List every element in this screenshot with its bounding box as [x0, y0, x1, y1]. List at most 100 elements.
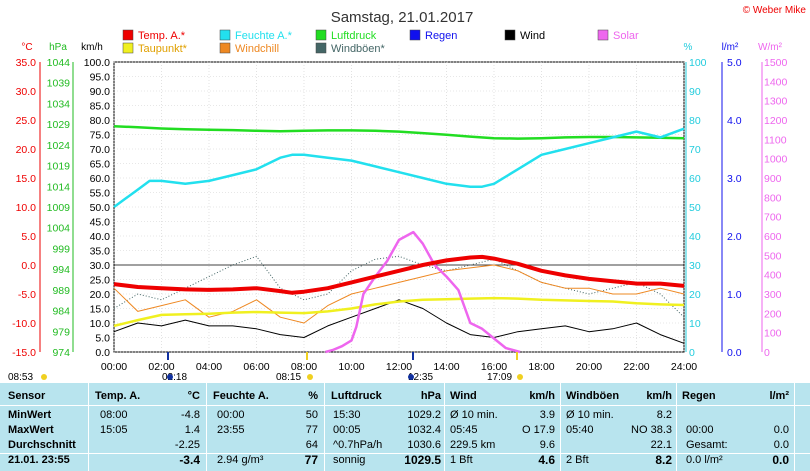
x-tick-label: 08:00 — [291, 361, 317, 373]
table-header-pressure-unit: hPa — [420, 390, 441, 402]
legend-swatch — [122, 29, 134, 41]
event-marker — [517, 374, 523, 380]
series-windben — [113, 255, 685, 318]
series-feuchtea — [113, 127, 685, 209]
wind_kmh-tick-label: 55.0 — [90, 188, 111, 200]
solar_wm2-tick-label: 900 — [764, 173, 782, 185]
humidity_pct-tick-label: 0 — [689, 347, 695, 359]
table-wind-value: 4.6 — [538, 453, 555, 467]
table-row-label: MinWert — [8, 409, 52, 421]
rain_lm2-tick-label: 5.0 — [727, 57, 742, 69]
sun-moon-events: 08:53 02:18 08:15 12:35 17:09 — [8, 352, 523, 383]
table-wind-info: 05:45 — [450, 424, 478, 436]
pressure_hpa-tick-label: 974 — [52, 347, 70, 359]
table-humidity-value: 64 — [305, 439, 318, 451]
table-gust-value: 8.2 — [655, 453, 672, 467]
table-column-separator — [560, 383, 561, 471]
wind_kmh-tick-label: 75.0 — [90, 130, 111, 142]
x-tick-label: 12:00 — [386, 361, 412, 373]
wind_kmh-tick-label: 100.0 — [84, 57, 110, 69]
rain_lm2-tick-label: 1.0 — [727, 289, 742, 301]
table-pressure-time: sonnig — [333, 454, 366, 466]
table-rain-info: 0.0 l/m² — [686, 454, 723, 466]
wind_kmh-tick-label: 25.0 — [90, 275, 111, 287]
legend-swatch — [409, 29, 421, 41]
wind_kmh-tick-label: 10.0 — [90, 318, 111, 330]
table-row-label: MaxWert — [8, 424, 54, 436]
table-header-wind: Wind — [450, 390, 477, 402]
axis-header-rain: l/m² — [722, 42, 739, 53]
table-header-sensor: Sensor — [8, 390, 46, 402]
x-tick-label: 18:00 — [528, 361, 554, 373]
solar_wm2-tick-label: 1000 — [764, 154, 788, 166]
table-humidity-value: 77 — [305, 424, 318, 436]
pressure_hpa-tick-label: 1039 — [47, 78, 71, 90]
temp_c-tick-label: 30.0 — [16, 86, 37, 98]
wind_kmh-tick-label: 30.0 — [90, 260, 111, 272]
table-wind-info: 229.5 km — [450, 439, 496, 451]
solar_wm2-tick-label: 100 — [764, 328, 782, 340]
pressure_hpa-tick-label: 979 — [52, 326, 70, 338]
table-gust-value: 22.1 — [650, 439, 672, 451]
axis-header-hum: % — [684, 42, 693, 53]
wind_kmh-tick-label: 15.0 — [90, 304, 111, 316]
solar_wm2-tick-label: 0 — [764, 347, 770, 359]
wind_kmh-tick-label: 20.0 — [90, 289, 111, 301]
wind_kmh-tick-label: 80.0 — [90, 115, 111, 127]
table-wind-max: O 17.9 — [521, 424, 555, 436]
pressure_hpa-tick-label: 1029 — [47, 119, 71, 131]
series-windchill — [113, 264, 685, 324]
table-wind-info: 1 Bft — [450, 454, 473, 466]
temp_c-tick-label: 25.0 — [16, 115, 37, 127]
table-row-separator — [0, 453, 810, 454]
legend-swatch — [315, 29, 327, 41]
legend-label: Feuchte A.* — [235, 30, 293, 42]
wind_kmh-tick-label: 0.0 — [95, 347, 110, 359]
table-wind-info: Ø 10 min. — [450, 409, 498, 421]
humidity_pct-tick-label: 40 — [689, 231, 701, 243]
event-marker — [41, 374, 47, 380]
legend-label: Wind — [520, 30, 545, 42]
legend-label: Windböen* — [331, 43, 386, 55]
table-gust-info: 05:40 — [566, 424, 594, 436]
humidity_pct-tick-label: 50 — [689, 202, 701, 214]
temp_c-tick-label: 35.0 — [16, 57, 37, 69]
table-header-rain-unit: l/m² — [769, 390, 789, 402]
pressure_hpa-tick-label: 1034 — [47, 98, 71, 110]
table-header-separator — [0, 405, 810, 406]
x-tick-label: 02:00 — [148, 361, 174, 373]
pressure_hpa-tick-label: 999 — [52, 243, 70, 255]
event-moonset: 02:18 — [162, 372, 187, 383]
table-header-rain: Regen — [682, 390, 716, 402]
pressure_hpa-tick-label: 994 — [52, 264, 70, 276]
wind_kmh-tick-label: 40.0 — [90, 231, 111, 243]
legend-swatch — [219, 42, 231, 54]
solar_wm2-tick-label: 700 — [764, 212, 782, 224]
copyright-label: © Weber Mike — [743, 5, 807, 16]
series-tempa — [113, 254, 685, 295]
wind_kmh-tick-label: 45.0 — [90, 217, 111, 229]
humidity_pct-tick-label: 90 — [689, 86, 701, 98]
table-header-gust: Windböen — [566, 390, 620, 402]
table-humidity-value: 77 — [304, 453, 318, 467]
humidity_pct-tick-label: 20 — [689, 289, 701, 301]
wind_kmh-tick-label: 5.0 — [95, 333, 110, 345]
table-wind-value: 3.9 — [539, 409, 555, 421]
pressure_hpa-tick-label: 989 — [52, 285, 70, 297]
x-tick-label: 06:00 — [243, 361, 269, 373]
table-rain-info: 00:00 — [686, 424, 714, 436]
x-tick-label: 16:00 — [481, 361, 507, 373]
solar_wm2-tick-label: 500 — [764, 250, 782, 262]
series-wind — [113, 299, 685, 344]
wind_kmh-tick-label: 50.0 — [90, 202, 111, 214]
solar_wm2-tick-label: 200 — [764, 308, 782, 320]
humidity_pct-tick-label: 30 — [689, 260, 701, 272]
axis-header-solar: W/m² — [758, 42, 783, 53]
rain_lm2-tick-label: 0.0 — [727, 347, 742, 359]
table-rain-value: 0.0 — [773, 439, 789, 451]
legend-swatch — [597, 29, 609, 41]
humidity_pct-tick-label: 10 — [689, 318, 701, 330]
x-tick-label: 20:00 — [576, 361, 602, 373]
wind_kmh-tick-label: 70.0 — [90, 144, 111, 156]
x-tick-label: 22:00 — [623, 361, 649, 373]
